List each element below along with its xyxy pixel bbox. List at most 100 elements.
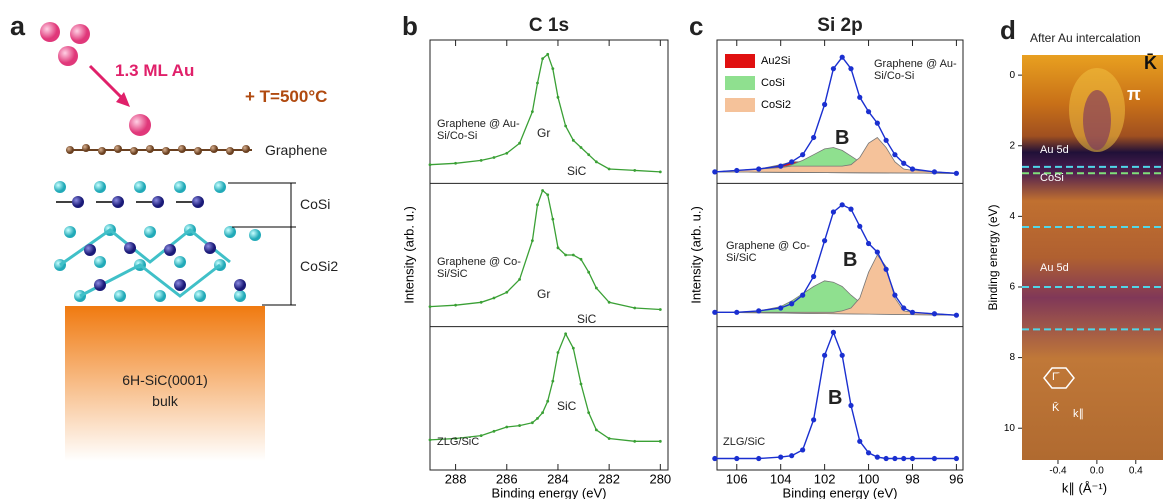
data-point (811, 273, 817, 280)
annotation: CoSi (1040, 172, 1064, 184)
spectrum-line (429, 332, 661, 442)
data-point (492, 156, 496, 159)
plot-frame (716, 39, 964, 471)
x-axis-label: Binding energy (eV) (783, 485, 898, 499)
series-label: Graphene @ Au-Si/Co-Si (874, 58, 957, 82)
annotation: Gr (537, 126, 551, 140)
data-point (556, 95, 560, 99)
panel-label: d (1000, 15, 1016, 45)
data-point (909, 166, 916, 172)
data-point (778, 305, 784, 311)
data-point (594, 160, 598, 164)
data-point (571, 138, 575, 142)
x-axis-label: Binding energy (eV) (492, 485, 607, 499)
annotation: SiC (557, 399, 577, 413)
data-point (811, 417, 817, 423)
data-point (892, 152, 898, 158)
data-point (734, 455, 740, 462)
spectrum-line (429, 53, 661, 173)
data-point (556, 351, 560, 354)
data-point (857, 438, 863, 444)
data-point (479, 159, 483, 162)
x-tick-label: 104 (770, 471, 792, 486)
y-tick-label: 4 (1009, 211, 1015, 222)
data-point (901, 160, 907, 166)
y-tick-label: 8 (1009, 352, 1015, 363)
chart-title: C 1s (528, 15, 570, 36)
layer-label: CoSi (300, 196, 331, 212)
data-point (541, 57, 545, 61)
data-point (546, 399, 550, 403)
x-tick-label: 102 (814, 471, 836, 486)
data-point (734, 167, 740, 174)
data-point (579, 382, 583, 386)
layer-label: CoSi2 (300, 258, 339, 274)
data-point (901, 455, 907, 462)
data-point (556, 246, 560, 250)
data-point (658, 439, 662, 443)
data-point (530, 421, 534, 425)
legend-swatch (725, 54, 755, 68)
data-point (607, 300, 611, 304)
x-tick-label: 288 (445, 471, 467, 486)
data-point (536, 417, 539, 420)
data-point (479, 300, 483, 304)
data-point (892, 292, 898, 298)
x-tick-label: -0.4 (1049, 466, 1067, 477)
data-point (848, 206, 854, 212)
x-tick-label: 286 (496, 471, 518, 486)
data-point (931, 311, 938, 317)
x-tick-label: 100 (858, 471, 880, 486)
data-point (865, 450, 872, 456)
data-point (931, 455, 938, 462)
series-label: Graphene @ Co-Si/SiC (437, 256, 521, 280)
data-point (518, 424, 521, 427)
data-point (874, 249, 880, 255)
data-point (756, 308, 762, 314)
panel-label: a (10, 11, 26, 41)
data-point (953, 170, 960, 176)
data-point (848, 402, 854, 409)
x-tick-label: 106 (726, 471, 748, 486)
data-point (551, 217, 555, 221)
data-point (428, 305, 432, 308)
data-point (658, 308, 662, 311)
data-point (778, 454, 784, 460)
y-tick-label: 10 (1004, 423, 1016, 434)
component-area (714, 280, 957, 316)
data-point (712, 455, 718, 462)
substrate-label: bulk (152, 393, 178, 409)
panel-label: b (402, 11, 418, 41)
y-axis-label: Binding energy (eV) (986, 204, 1000, 310)
annotation: Γ̄ (1052, 371, 1059, 383)
data-point (505, 290, 509, 294)
annotation: + T=500°C (245, 87, 328, 106)
annotation: Au 5d (1040, 144, 1069, 156)
data-point (789, 453, 795, 459)
data-point (546, 52, 550, 56)
data-point (756, 455, 762, 462)
legend-label: CoSi2 (761, 99, 791, 111)
panel-label: c (689, 11, 704, 41)
legend-label: CoSi (761, 77, 785, 89)
data-point (734, 309, 740, 315)
data-point (428, 438, 432, 442)
data-point (551, 379, 555, 383)
y-axis-label: Intensity (arb. u.) (401, 206, 416, 304)
data-point (518, 141, 521, 145)
series-label: Graphene @ Au-Si/Co-Si (437, 118, 520, 142)
layer-label: Graphene (265, 142, 328, 158)
data-point (454, 437, 457, 440)
y-axis-label: Intensity (arb. u.) (688, 206, 703, 304)
data-point (883, 455, 889, 462)
data-point (492, 429, 496, 433)
x-tick-label: 96 (949, 471, 963, 486)
data-point (587, 411, 591, 415)
data-point (492, 296, 496, 300)
spectrum-line (429, 189, 661, 311)
data-point (931, 169, 938, 175)
series-label: Graphene @ Co-Si/SiC (726, 240, 810, 264)
x-tick-label: 282 (598, 471, 620, 486)
annotation: Au 5d (1040, 262, 1069, 274)
